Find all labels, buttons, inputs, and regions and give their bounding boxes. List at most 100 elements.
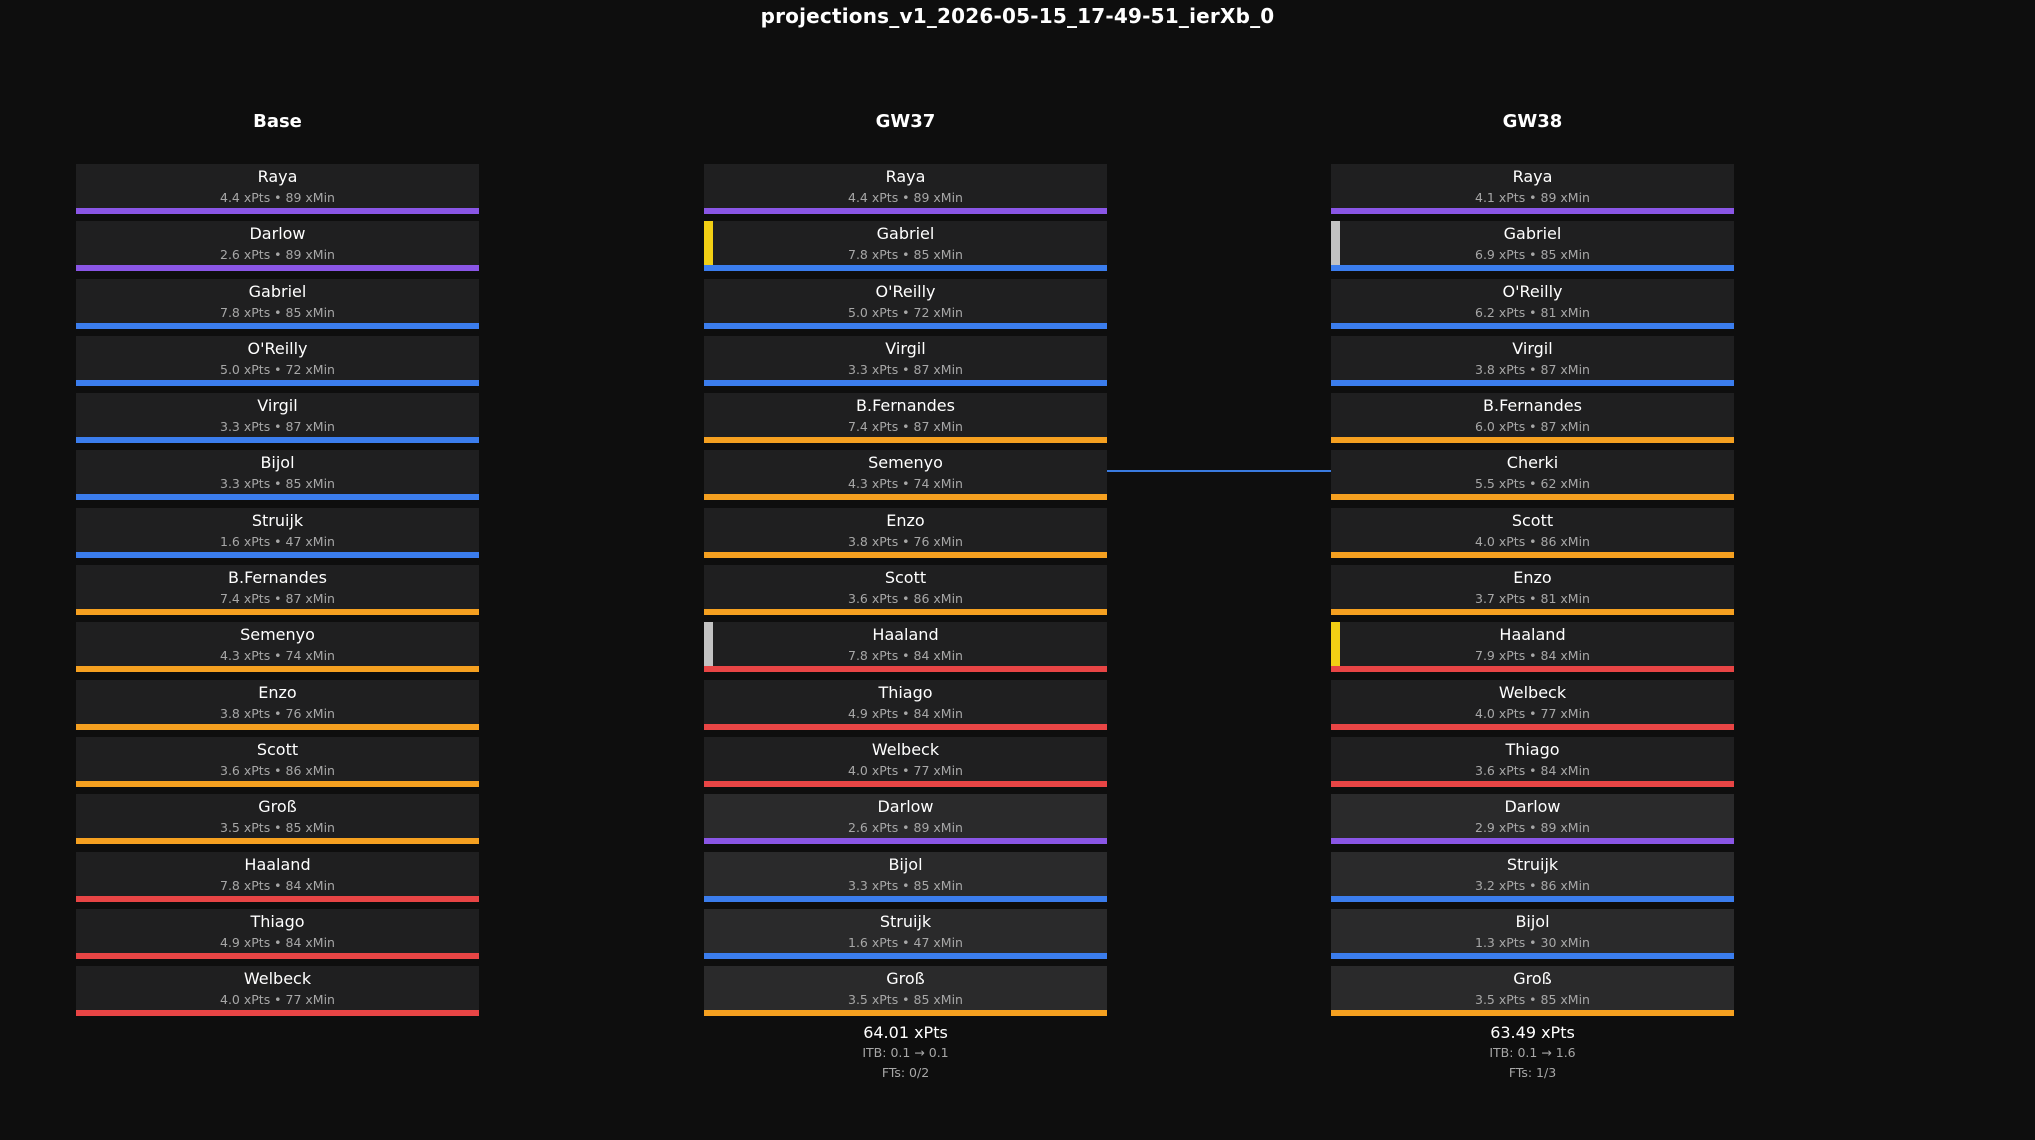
player-list: Raya 4.1 xPts • 89 xMin Gabriel 6.9 xPts • … bbox=[1331, 164, 1734, 1017]
player-stats: 3.7 xPts • 81 xMin bbox=[1475, 591, 1590, 607]
position-color-bar bbox=[1331, 379, 1734, 386]
position-color-bar bbox=[1331, 322, 1734, 329]
player-card[interactable]: Cherki 5.5 xPts • 62 xMin bbox=[1331, 450, 1734, 501]
player-card[interactable]: Scott 3.6 xPts • 86 xMin bbox=[704, 565, 1107, 616]
player-name: Enzo bbox=[1513, 568, 1552, 588]
player-card[interactable]: Semenyo 4.3 xPts • 74 xMin bbox=[704, 450, 1107, 501]
player-card[interactable]: Groß 3.5 xPts • 85 xMin bbox=[76, 794, 479, 845]
player-stats: 4.0 xPts • 77 xMin bbox=[220, 992, 335, 1008]
gameweek-summary: 63.49 xPts ITB: 0.1 → 1.6 FTs: 1/3 bbox=[1331, 1023, 1734, 1083]
player-card[interactable]: Bijol 3.3 xPts • 85 xMin bbox=[704, 851, 1107, 902]
player-card[interactable]: Virgil 3.3 xPts • 87 xMin bbox=[704, 335, 1107, 386]
player-card[interactable]: Welbeck 4.0 xPts • 77 xMin bbox=[76, 966, 479, 1017]
player-card[interactable]: Semenyo 4.3 xPts • 74 xMin bbox=[76, 622, 479, 673]
player-card[interactable]: Virgil 3.3 xPts • 87 xMin bbox=[76, 393, 479, 444]
player-card[interactable]: B.Fernandes 6.0 xPts • 87 xMin bbox=[1331, 393, 1734, 444]
position-color-bar bbox=[76, 322, 479, 329]
player-card[interactable]: Haaland 7.8 xPts • 84 xMin bbox=[76, 851, 479, 902]
captain-marker bbox=[704, 221, 713, 266]
player-stats: 3.3 xPts • 85 xMin bbox=[848, 877, 963, 893]
player-name: B.Fernandes bbox=[228, 568, 327, 588]
summary-fts: FTs: 1/3 bbox=[1508, 1065, 1557, 1081]
player-name: Darlow bbox=[877, 797, 934, 817]
player-card[interactable]: Enzo 3.8 xPts • 76 xMin bbox=[704, 507, 1107, 558]
player-card[interactable]: Gabriel 6.9 xPts • 85 xMin bbox=[1331, 221, 1734, 272]
player-name: Semenyo bbox=[240, 625, 315, 645]
player-card[interactable]: Groß 3.5 xPts • 85 xMin bbox=[704, 966, 1107, 1017]
position-color-bar bbox=[704, 952, 1107, 959]
player-name: Struijk bbox=[879, 911, 932, 931]
position-color-bar bbox=[1331, 895, 1734, 902]
player-card[interactable]: B.Fernandes 7.4 xPts • 87 xMin bbox=[704, 393, 1107, 444]
player-card[interactable]: Bijol 3.3 xPts • 85 xMin bbox=[76, 450, 479, 501]
player-card[interactable]: Raya 4.4 xPts • 89 xMin bbox=[704, 164, 1107, 214]
player-card[interactable]: Enzo 3.7 xPts • 81 xMin bbox=[1331, 565, 1734, 616]
column-gw38: GW38 Raya 4.1 xPts • 89 xMin Gabriel 6.9 xP… bbox=[1331, 111, 1734, 1083]
player-stats: 7.8 xPts • 85 xMin bbox=[848, 247, 963, 263]
player-card[interactable]: Raya 4.1 xPts • 89 xMin bbox=[1331, 164, 1734, 214]
player-card[interactable]: Haaland 7.9 xPts • 84 xMin bbox=[1331, 622, 1734, 673]
player-card[interactable]: Darlow 2.6 xPts • 89 xMin bbox=[76, 221, 479, 272]
player-card[interactable]: O'Reilly 5.0 xPts • 72 xMin bbox=[76, 335, 479, 386]
player-name: B.Fernandes bbox=[856, 396, 955, 416]
player-name: O'Reilly bbox=[875, 281, 936, 301]
player-stats: 7.8 xPts • 84 xMin bbox=[848, 648, 963, 664]
player-card[interactable]: Welbeck 4.0 xPts • 77 xMin bbox=[1331, 679, 1734, 730]
player-stats: 3.5 xPts • 85 xMin bbox=[220, 820, 335, 836]
player-card[interactable]: Darlow 2.6 xPts • 89 xMin bbox=[704, 794, 1107, 845]
player-card[interactable]: Thiago 4.9 xPts • 84 xMin bbox=[704, 679, 1107, 730]
player-card[interactable]: O'Reilly 6.2 xPts • 81 xMin bbox=[1331, 278, 1734, 329]
player-stats: 2.6 xPts • 89 xMin bbox=[220, 247, 335, 263]
position-color-bar bbox=[1331, 666, 1734, 673]
player-name: Scott bbox=[1511, 510, 1554, 530]
player-card[interactable]: Raya 4.4 xPts • 89 xMin bbox=[76, 164, 479, 214]
column-header: GW38 bbox=[1502, 111, 1563, 132]
player-card[interactable]: Welbeck 4.0 xPts • 77 xMin bbox=[704, 736, 1107, 787]
player-name: Groß bbox=[1513, 969, 1552, 989]
player-stats: 3.8 xPts • 76 xMin bbox=[848, 533, 963, 549]
position-color-bar bbox=[1331, 494, 1734, 501]
player-stats: 1.6 xPts • 47 xMin bbox=[220, 533, 335, 549]
player-card[interactable]: Scott 4.0 xPts • 86 xMin bbox=[1331, 507, 1734, 558]
position-color-bar bbox=[704, 838, 1107, 845]
player-card[interactable]: Scott 3.6 xPts • 86 xMin bbox=[76, 736, 479, 787]
position-color-bar bbox=[704, 895, 1107, 902]
player-card[interactable]: Gabriel 7.8 xPts • 85 xMin bbox=[76, 278, 479, 329]
player-card[interactable]: Struijk 1.6 xPts • 47 xMin bbox=[76, 507, 479, 558]
player-card[interactable]: Enzo 3.8 xPts • 76 xMin bbox=[76, 679, 479, 730]
player-stats: 7.8 xPts • 85 xMin bbox=[220, 304, 335, 320]
player-stats: 7.8 xPts • 84 xMin bbox=[220, 877, 335, 893]
player-card[interactable]: Thiago 3.6 xPts • 84 xMin bbox=[1331, 736, 1734, 787]
player-name: Raya bbox=[885, 167, 926, 186]
player-name: Enzo bbox=[258, 682, 297, 702]
player-card[interactable]: Groß 3.5 xPts • 85 xMin bbox=[1331, 966, 1734, 1017]
player-name: Enzo bbox=[886, 510, 925, 530]
player-card[interactable]: B.Fernandes 7.4 xPts • 87 xMin bbox=[76, 565, 479, 616]
player-stats: 4.9 xPts • 84 xMin bbox=[848, 705, 963, 721]
player-stats: 6.0 xPts • 87 xMin bbox=[1475, 419, 1590, 435]
player-card[interactable]: O'Reilly 5.0 xPts • 72 xMin bbox=[704, 278, 1107, 329]
player-name: Struijk bbox=[1506, 854, 1559, 874]
position-color-bar bbox=[1331, 609, 1734, 616]
player-stats: 2.9 xPts • 89 xMin bbox=[1475, 820, 1590, 836]
player-name: Haaland bbox=[1499, 625, 1566, 645]
player-name: Bijol bbox=[1515, 911, 1550, 931]
column-gw37: GW37 Raya 4.4 xPts • 89 xMin Gabriel 7.8 xP… bbox=[704, 111, 1107, 1083]
player-stats: 4.0 xPts • 77 xMin bbox=[848, 762, 963, 778]
player-card[interactable]: Virgil 3.8 xPts • 87 xMin bbox=[1331, 335, 1734, 386]
vice-captain-marker bbox=[704, 622, 713, 667]
player-stats: 3.8 xPts • 76 xMin bbox=[220, 705, 335, 721]
player-card[interactable]: Haaland 7.8 xPts • 84 xMin bbox=[704, 622, 1107, 673]
player-stats: 4.0 xPts • 77 xMin bbox=[1475, 705, 1590, 721]
player-name: Thiago bbox=[1505, 739, 1560, 759]
player-name: Welbeck bbox=[1498, 682, 1567, 702]
player-card[interactable]: Bijol 1.3 xPts • 30 xMin bbox=[1331, 908, 1734, 959]
player-card[interactable]: Struijk 3.2 xPts • 86 xMin bbox=[1331, 851, 1734, 902]
player-card[interactable]: Thiago 4.9 xPts • 84 xMin bbox=[76, 908, 479, 959]
player-stats: 3.2 xPts • 86 xMin bbox=[1475, 877, 1590, 893]
player-card[interactable]: Struijk 1.6 xPts • 47 xMin bbox=[704, 908, 1107, 959]
position-color-bar bbox=[704, 265, 1107, 272]
player-card[interactable]: Darlow 2.9 xPts • 89 xMin bbox=[1331, 794, 1734, 845]
player-card[interactable]: Gabriel 7.8 xPts • 85 xMin bbox=[704, 221, 1107, 272]
